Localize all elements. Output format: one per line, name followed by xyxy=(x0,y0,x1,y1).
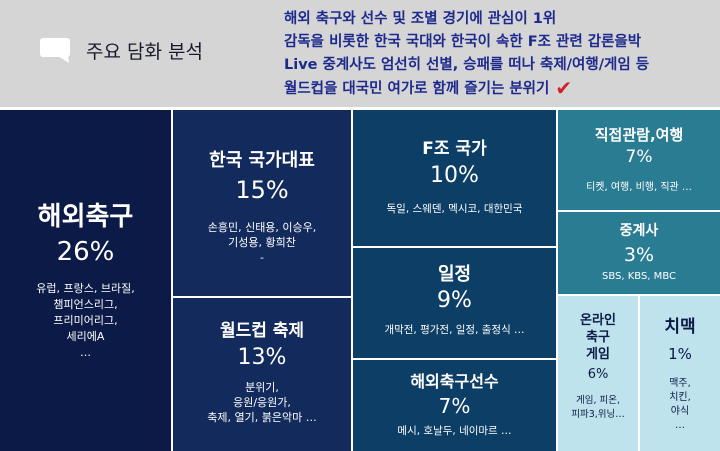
tile-worldcup-festival: 월드컵 축제 13% 분위기, 응원/응원가, 축제, 열기, 붉은악마 … xyxy=(173,298,351,451)
tile-percent: 10% xyxy=(430,163,479,188)
tile-items: 손흥민, 신태용, 이승우, 기성용, 황희찬 - xyxy=(207,221,317,264)
tile-travel: 직접관람,여행 7% 티켓, 여행, 비행, 직관 … xyxy=(558,110,720,210)
summary-line-1: 해외 축구와 선수 및 조별 경기에 관심이 1위 xyxy=(284,11,557,27)
tile-percent: 1% xyxy=(668,345,692,363)
summary-line-4: 월드컵을 대국민 여가로 함께 즐기는 분위기 ✔ xyxy=(284,77,714,101)
tile-schedule: 일정 9% 개막전, 평가전, 일정, 출정식 … xyxy=(353,248,556,358)
tile-name: 직접관람,여행 xyxy=(594,126,684,144)
tile-name: 해외축구 xyxy=(37,202,134,232)
tile-percent: 15% xyxy=(235,176,289,204)
header-banner: 주요 담화 분석 해외 축구와 선수 및 조별 경기에 관심이 1위 감독을 비… xyxy=(0,0,720,107)
tile-items: 맥주, 치킨, 야식 … xyxy=(669,378,691,431)
tile-name: 중계사 xyxy=(619,223,659,239)
tile-percent: 7% xyxy=(438,394,471,418)
tile-items: SBS, KBS, MBC xyxy=(602,271,676,282)
header-title-group: 주요 담화 분석 xyxy=(38,36,203,64)
tile-name: 온라인 축구 게임 xyxy=(580,313,616,362)
tile-items: 개막전, 평가전, 일정, 출정식 … xyxy=(384,324,525,336)
checkmark-icon: ✔ xyxy=(555,76,573,100)
tile-percent: 13% xyxy=(237,345,287,370)
summary-line-3: Live 중계사도 엄선히 선별, 승패를 떠나 축제/여행/게임 등 xyxy=(284,57,650,73)
summary-line-2: 감독을 비롯한 한국 국대와 한국이 속한 F조 관련 갑론을박 xyxy=(284,34,642,50)
tile-name: 한국 국가대표 xyxy=(209,150,315,171)
tile-items: 유럽, 프랑스, 브라질, 챔피언스리그, 프리미어리그, 세리에A … xyxy=(36,282,135,359)
tile-chimaek: 치맥 1% 맥주, 치킨, 야식 … xyxy=(640,296,720,451)
tile-group-f: F조 국가 10% 독일, 스웨덴, 멕시코, 대한민국 xyxy=(353,110,556,246)
tile-items: 독일, 스웨덴, 멕시코, 대한민국 xyxy=(386,203,523,215)
tile-overseas-football: 해외축구 26% 유럽, 프랑스, 브라질, 챔피언스리그, 프리미어리그, 세… xyxy=(0,110,171,451)
tile-overseas-players: 해외축구선수 7% 메시, 호날두, 네이마르 … xyxy=(353,360,556,451)
tile-items: 티켓, 여행, 비행, 직관 … xyxy=(586,182,692,193)
tile-name: 월드컵 축제 xyxy=(219,321,305,341)
header-summary: 해외 축구와 선수 및 조별 경기에 관심이 1위 감독을 비롯한 한국 국대와… xyxy=(284,8,714,101)
tile-korea-national-team: 한국 국가대표 15% 손흥민, 신태용, 이승우, 기성용, 황희찬 - xyxy=(173,110,351,296)
header-title: 주요 담화 분석 xyxy=(86,40,203,63)
tile-name: 일정 xyxy=(437,264,472,285)
tile-percent: 26% xyxy=(56,237,115,267)
tile-items: 메시, 호날두, 네이마르 … xyxy=(397,425,512,437)
tile-percent: 3% xyxy=(623,244,655,266)
tile-percent: 6% xyxy=(587,367,609,382)
tile-online-game: 온라인 축구 게임 6% 게임, 피온, 피파3,위닝… xyxy=(558,296,638,451)
tile-items: 분위기, 응원/응원가, 축제, 열기, 붉은악마 … xyxy=(207,381,317,424)
tile-percent: 9% xyxy=(437,288,472,313)
tile-name: 해외축구선수 xyxy=(410,372,499,391)
tile-name: F조 국가 xyxy=(422,139,487,159)
chat-bubble-icon xyxy=(38,36,74,64)
summary-line-4-text: 월드컵을 대국민 여가로 함께 즐기는 분위기 xyxy=(284,81,550,97)
tile-broadcaster: 중계사 3% SBS, KBS, MBC xyxy=(558,212,720,294)
tile-name: 치맥 xyxy=(664,317,696,337)
tile-percent: 7% xyxy=(625,147,653,167)
tile-items: 게임, 피온, 피파3,위닝… xyxy=(571,395,625,420)
